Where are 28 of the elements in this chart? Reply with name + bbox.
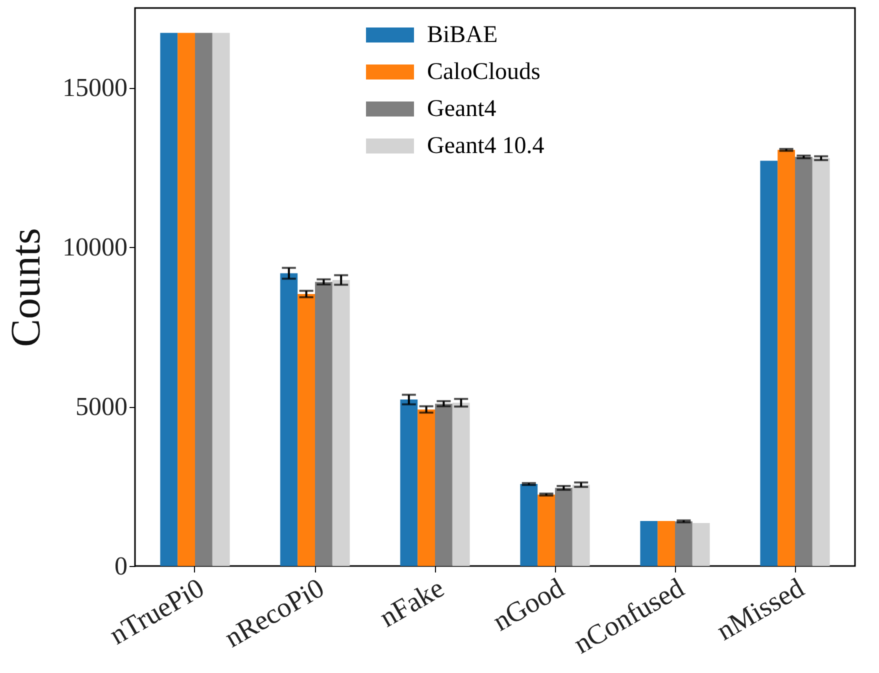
bar bbox=[178, 32, 195, 566]
bar bbox=[778, 150, 795, 566]
bar bbox=[520, 484, 538, 566]
legend-label: Geant4 10.4 bbox=[427, 133, 544, 159]
bar bbox=[400, 400, 418, 566]
bar bbox=[280, 273, 298, 566]
bar bbox=[332, 280, 350, 566]
y-tick-label: 5000 bbox=[76, 392, 128, 422]
x-tick-label: nFake bbox=[374, 572, 450, 634]
bar bbox=[675, 521, 692, 566]
legend-label: CaloClouds bbox=[427, 59, 540, 85]
y-tick-label: 10000 bbox=[62, 232, 128, 262]
bar bbox=[452, 402, 470, 566]
y-tick-label: 15000 bbox=[62, 73, 128, 102]
bar bbox=[692, 522, 710, 566]
bar bbox=[298, 294, 315, 566]
legend-label: Geant4 bbox=[427, 96, 496, 122]
y-tick-label: 0 bbox=[114, 552, 128, 580]
bar bbox=[538, 494, 555, 566]
bar bbox=[195, 32, 212, 566]
legend-label: BiBAE bbox=[427, 22, 498, 48]
y-axis-title: Counts bbox=[4, 228, 50, 348]
bar bbox=[760, 160, 778, 566]
bar bbox=[658, 521, 675, 566]
bar bbox=[212, 32, 230, 566]
bar bbox=[640, 521, 658, 566]
bar bbox=[160, 32, 178, 566]
bar bbox=[418, 409, 435, 566]
